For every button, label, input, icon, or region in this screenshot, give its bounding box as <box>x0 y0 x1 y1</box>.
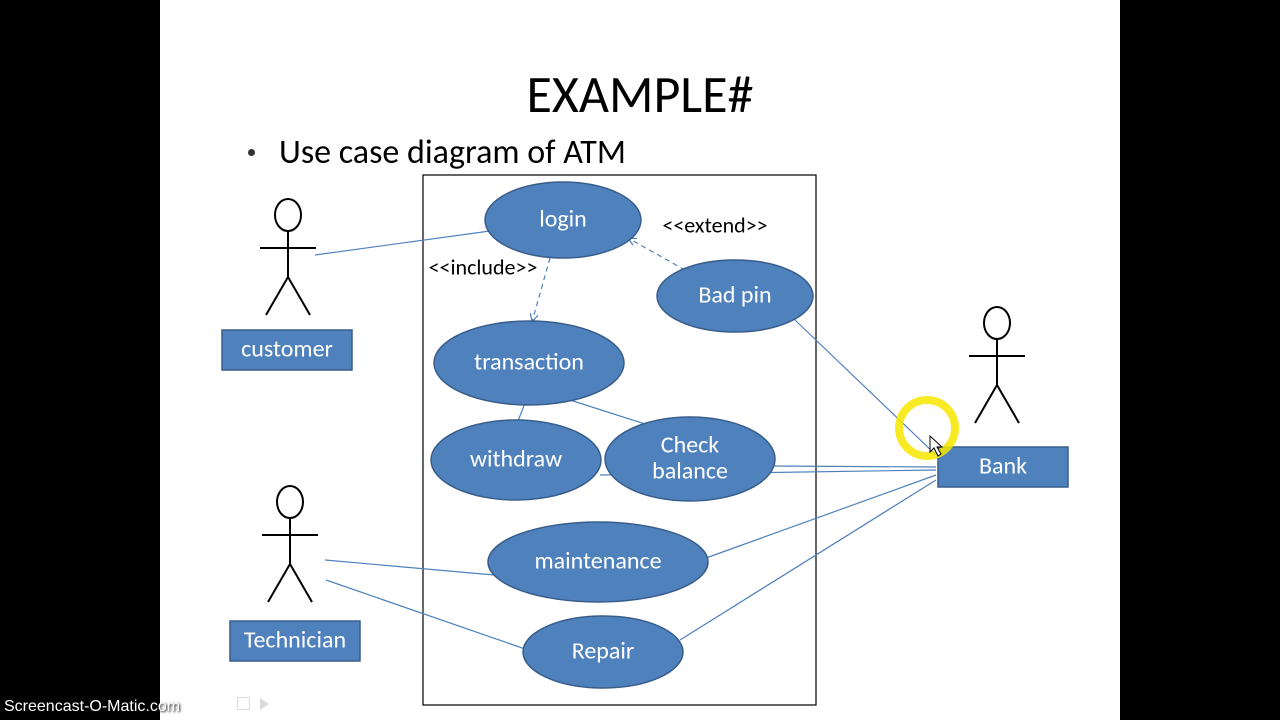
association-line <box>570 400 645 424</box>
play-icon <box>260 698 269 710</box>
actor-head-icon <box>277 486 303 518</box>
actor-bank: Bank <box>938 307 1068 487</box>
usecase-label: Bad pin <box>698 281 771 310</box>
usecase-label: Check <box>661 431 719 460</box>
slideshow-controls <box>237 697 269 710</box>
usecase-label: withdraw <box>470 445 562 474</box>
usecase-label: transaction <box>474 348 584 377</box>
actor-label: customer <box>241 335 333 364</box>
dependency-line <box>628 238 685 270</box>
association-line <box>680 480 936 640</box>
stereotype-extend: <<extend>> <box>662 211 767 238</box>
slide-canvas: EXAMPLE# Use case diagram of ATM loginBa… <box>160 0 1120 720</box>
usecase-label: maintenance <box>534 547 661 576</box>
actor-label: Bank <box>979 452 1027 481</box>
watermark-text: Screencast-O-Matic.com <box>4 698 180 716</box>
association-line <box>774 466 936 467</box>
actor-technician: Technician <box>230 486 360 661</box>
usecase-label: login <box>539 205 587 234</box>
actor-head-icon <box>275 199 301 231</box>
association-line <box>518 403 525 421</box>
usecase-diagram: login Bad pin transaction withdraw Checkbala… <box>160 0 1120 720</box>
association-line <box>315 231 490 255</box>
actor-customer: customer <box>222 199 352 370</box>
stereotype-include: <<include>> <box>429 253 538 280</box>
actor-label: Technician <box>244 626 346 655</box>
association-line <box>325 560 494 575</box>
stop-icon <box>237 697 250 710</box>
actor-head-icon <box>984 307 1010 339</box>
usecase-label: balance <box>652 457 728 486</box>
usecase-label: Repair <box>572 637 635 666</box>
